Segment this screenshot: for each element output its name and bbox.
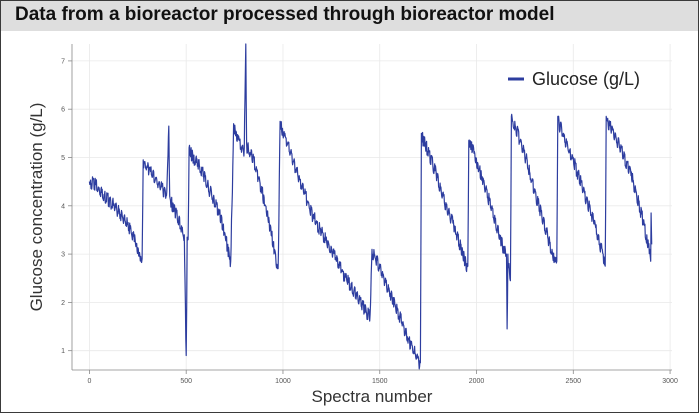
y-tick-label: 4	[61, 203, 65, 210]
axis-layer	[71, 44, 672, 371]
y-tick-label: 3	[61, 252, 65, 259]
y-tick-label: 2	[61, 300, 65, 307]
x-axis-title: Spectra number	[312, 387, 433, 406]
x-tick-label: 0	[87, 378, 91, 385]
y-tick-label: 5	[61, 155, 65, 162]
legend-label: Glucose (g/L)	[532, 69, 640, 89]
x-tick-label: 1000	[275, 378, 291, 385]
x-tick-label: 3000	[662, 378, 678, 385]
x-tick-label: 2500	[566, 378, 582, 385]
y-tick-label: 7	[61, 58, 65, 65]
x-tick-label: 2000	[469, 378, 485, 385]
series-line-glucose	[88, 43, 653, 370]
y-tick-label: 6	[61, 107, 65, 114]
y-tick-label: 1	[61, 348, 65, 355]
plot-area	[72, 44, 672, 370]
series-layer	[88, 43, 653, 370]
y-axis-title: Glucose concentration (g/L)	[27, 103, 46, 312]
chart-header: Data from a bioreactor processed through…	[1, 1, 698, 31]
x-tick-label: 500	[180, 378, 192, 385]
tick-layer: 0 500 1000 1500 2000 2500 3000 1 2 3 4 5 6 7	[61, 58, 678, 385]
legend: Glucose (g/L)	[508, 69, 640, 89]
x-tick-label: 1500	[372, 378, 388, 385]
grid-layer	[72, 44, 672, 370]
chart-title: Data from a bioreactor processed through…	[15, 4, 555, 25]
